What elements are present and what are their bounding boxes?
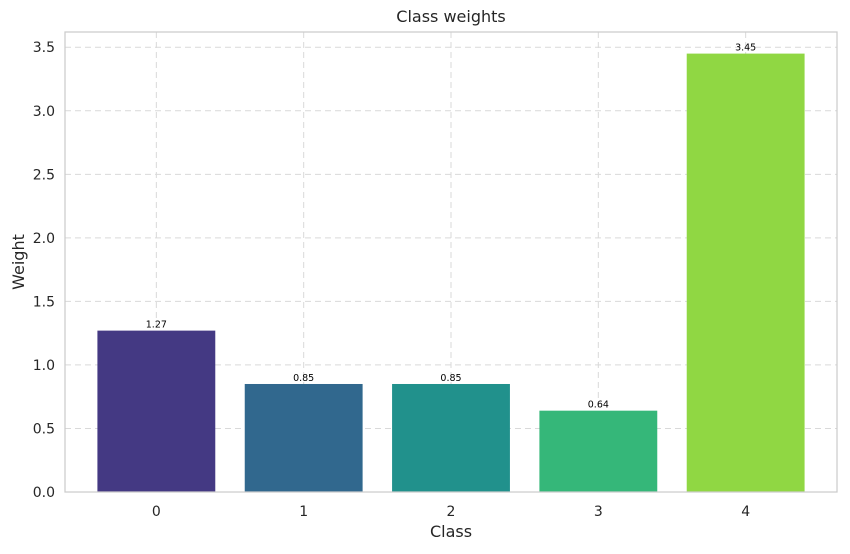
bar-value-label: 1.27 [146,320,167,331]
data-labels: 1.27 0.85 0.85 0.64 3.45 [146,43,756,411]
plot-frame [64,31,838,493]
y-tick-label: 0.0 [33,485,55,501]
y-tick-label: 3.5 [33,40,55,56]
x-tick-label: 2 [447,504,456,520]
x-tick-label: 3 [594,504,603,520]
y-tick-label: 0.5 [33,421,55,437]
y-tick-label: 2.5 [33,167,55,183]
bar-value-label: 0.85 [293,373,314,384]
x-tick-label: 1 [299,504,308,520]
y-tick-label: 3.0 [33,104,55,120]
y-axis-label: Weight [9,234,28,290]
bar-class-4 [686,53,805,493]
x-tick-label: 4 [741,504,750,520]
y-tick-label: 1.0 [33,358,55,374]
x-axis-label: Class [430,522,472,541]
bar-value-label: 0.85 [440,373,461,384]
bar-value-label: 3.45 [735,43,756,54]
chart-title: Class weights [396,7,505,26]
bar-class-1 [244,383,363,492]
bars [97,53,805,493]
bar-value-label: 0.64 [588,400,609,411]
bar-class-3 [539,410,658,492]
bar-class-0 [97,330,216,492]
bar-class-2 [392,383,510,492]
y-tick-label: 1.5 [33,294,55,310]
y-axis-ticks: 0.0 0.5 1.0 1.5 2.0 2.5 3.0 3.5 [33,40,55,501]
x-axis-ticks: 0 1 2 3 4 [152,504,750,520]
y-tick-label: 2.0 [33,231,55,247]
x-tick-label: 0 [152,504,161,520]
